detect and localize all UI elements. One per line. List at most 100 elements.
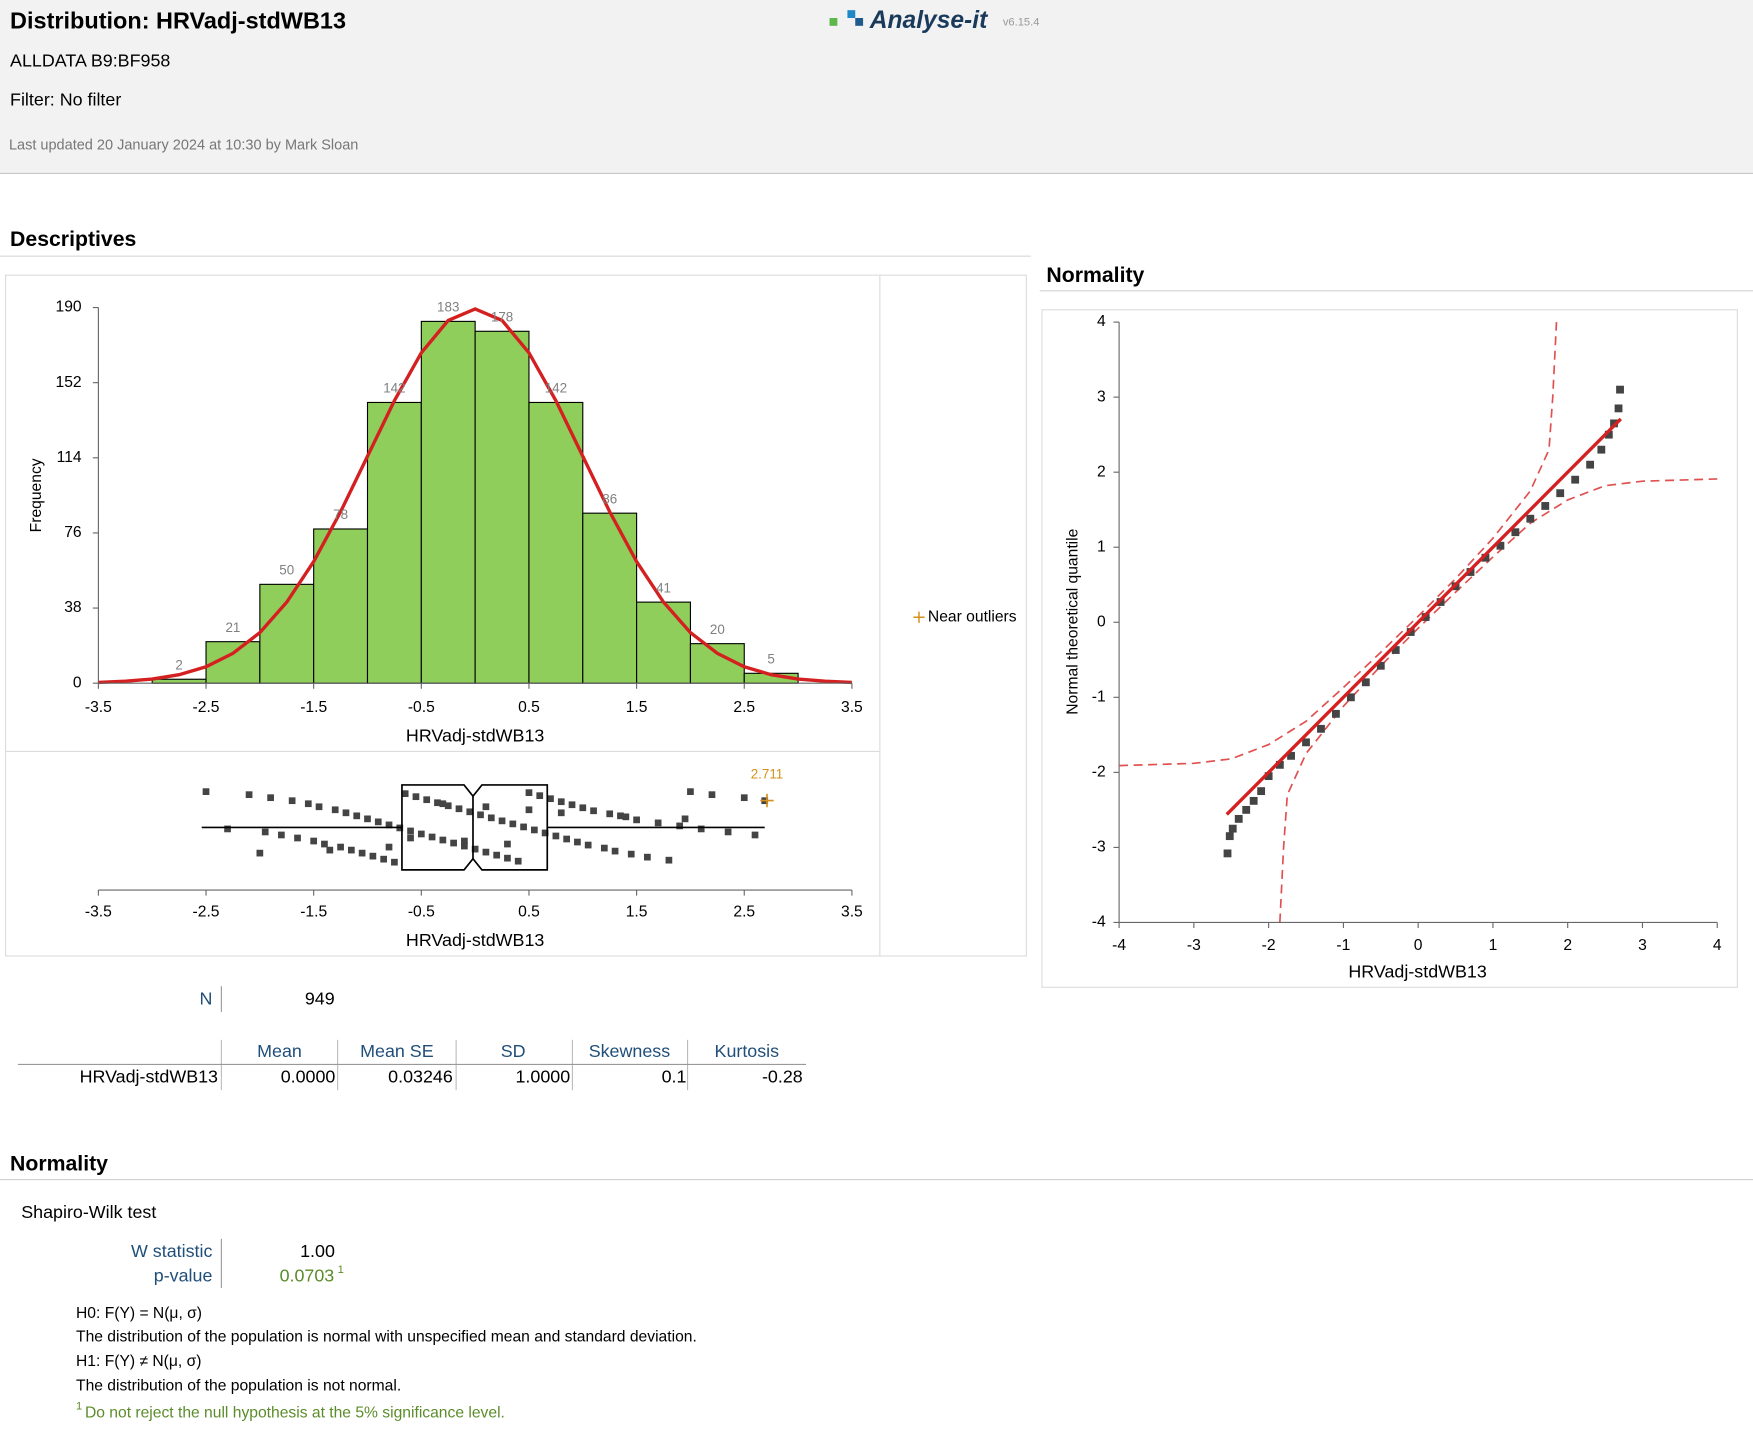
point — [1228, 824, 1237, 833]
section-heading: Descriptives — [10, 227, 136, 251]
bar — [366, 401, 422, 684]
p-value: 0.0703 — [280, 1266, 335, 1286]
point — [584, 841, 592, 849]
test-name: Shapiro-Wilk test — [21, 1202, 156, 1222]
x-tick-label: -3 — [1187, 937, 1201, 954]
legend-symbol — [913, 611, 925, 623]
y-tick-label: 38 — [64, 599, 82, 616]
point — [654, 819, 662, 827]
stats-table: Mean 0.0000 Mean SE 0.03246 SD 1.0000 Skewness… — [220, 1039, 803, 1091]
x-tick-label: -2.5 — [193, 699, 220, 716]
y-axis-label: Frequency — [28, 458, 45, 532]
point — [547, 795, 554, 803]
point — [552, 832, 560, 840]
point — [600, 844, 608, 852]
point — [304, 800, 312, 808]
point — [224, 825, 231, 833]
x-tick-label: 4 — [1713, 937, 1722, 954]
x-tick-label: -3.5 — [85, 699, 112, 716]
x-tick-label: 0.5 — [518, 699, 540, 716]
point — [1302, 738, 1310, 747]
point — [514, 857, 522, 865]
source: ALLDATA B9:BF958 — [10, 50, 170, 70]
point — [444, 802, 452, 810]
point — [1496, 541, 1505, 550]
x-tick-label: -0.5 — [408, 904, 435, 921]
point — [1257, 787, 1266, 796]
point — [337, 843, 344, 851]
point — [1332, 709, 1340, 718]
title: Distribution: HRVadj-stdWB13 — [10, 8, 346, 34]
point — [487, 814, 495, 822]
point — [245, 791, 253, 799]
point — [751, 831, 759, 839]
point — [493, 851, 501, 859]
version: v6.15.4 — [1003, 16, 1040, 28]
point — [278, 831, 285, 839]
y-tick-label: 2 — [1097, 463, 1106, 480]
x-tick-label: 3 — [1638, 937, 1647, 954]
point — [633, 816, 640, 824]
x-tick-label: 0.5 — [518, 904, 540, 921]
point — [439, 836, 447, 844]
point — [1317, 724, 1325, 733]
data-label: 178 — [491, 309, 513, 324]
point — [294, 834, 301, 842]
point — [358, 849, 366, 857]
h1: H1: F(Y) ≠ N(μ, σ) — [76, 1353, 201, 1370]
point — [391, 858, 398, 866]
point — [504, 854, 511, 862]
row-label: HRVadj-stdWB13 — [80, 1067, 218, 1087]
confidence-band — [1279, 478, 1718, 923]
point — [1234, 814, 1243, 823]
x-tick-label: 1 — [1489, 937, 1498, 954]
logo-square — [855, 17, 864, 26]
header-band — [0, 0, 1753, 174]
x-tick-label: -2 — [1262, 937, 1276, 954]
point — [504, 840, 511, 848]
point — [202, 788, 210, 795]
n-label: N — [199, 988, 212, 1008]
point — [1391, 646, 1400, 654]
point — [1242, 805, 1251, 814]
logo-square — [829, 17, 838, 26]
cell: 0.03246 — [388, 1067, 453, 1087]
point — [439, 800, 447, 808]
x-tick-label: 2.5 — [733, 904, 755, 921]
point — [509, 820, 517, 828]
p-label: p-value — [154, 1266, 213, 1286]
filter: Filter: No filter — [10, 89, 121, 109]
point — [622, 813, 630, 821]
point — [385, 843, 393, 851]
point — [310, 837, 318, 845]
point — [1275, 760, 1284, 769]
bar — [151, 678, 207, 684]
cell: 0.1 — [662, 1067, 687, 1087]
point — [590, 807, 597, 815]
point — [1346, 693, 1355, 702]
point — [563, 835, 570, 843]
point — [261, 828, 269, 836]
point — [482, 803, 490, 811]
point — [611, 847, 619, 855]
point — [466, 808, 474, 816]
updated: Last updated 20 January 2024 at 10:30 by… — [9, 137, 358, 153]
point — [1604, 430, 1613, 439]
y-tick-label: 1 — [1097, 538, 1106, 555]
data-label: 183 — [437, 300, 459, 315]
point — [557, 798, 565, 806]
point — [644, 853, 651, 861]
data-label: 5 — [767, 651, 774, 666]
x-tick-label: 1.5 — [626, 699, 648, 716]
point — [471, 845, 479, 853]
data-label: 21 — [225, 620, 240, 635]
point — [525, 806, 533, 814]
column-header: Mean — [257, 1041, 302, 1061]
point — [1264, 772, 1273, 781]
point — [617, 812, 624, 820]
point — [520, 823, 527, 831]
x-tick-label: 2 — [1563, 937, 1572, 954]
x-tick-label: -2.5 — [193, 904, 220, 921]
point — [477, 811, 484, 819]
confidence-band — [1119, 322, 1558, 767]
